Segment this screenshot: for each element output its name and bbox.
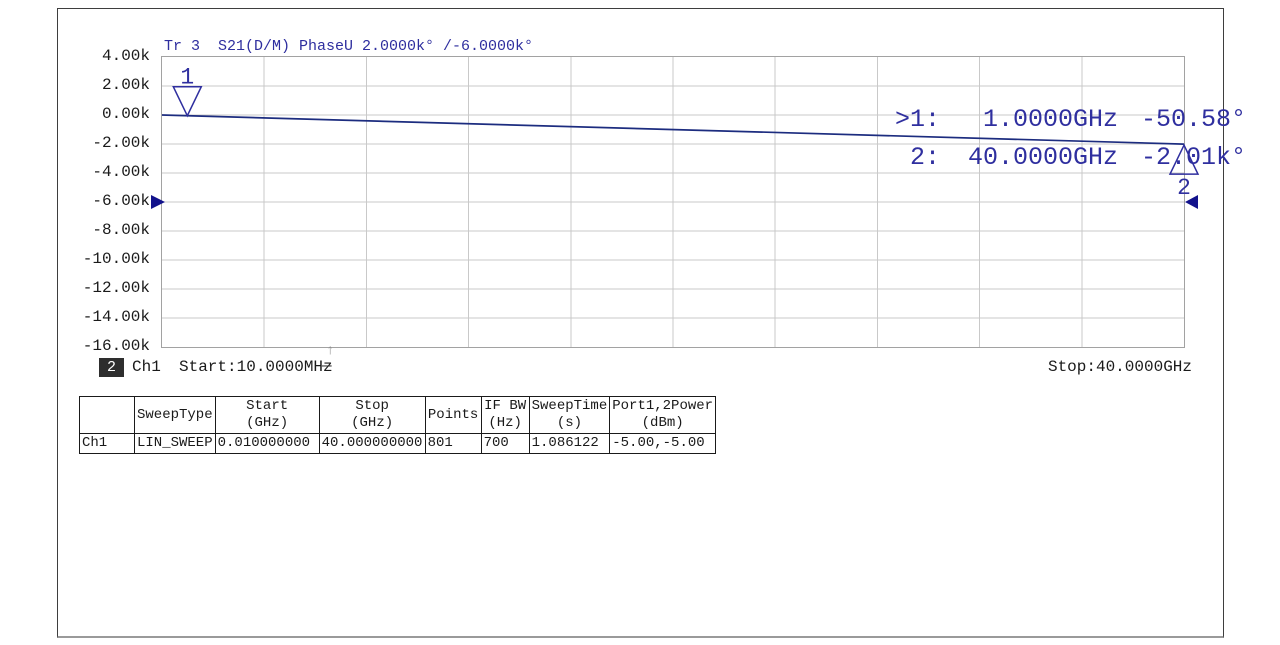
y-axis-label: -16.00k — [82, 337, 150, 355]
y-axis-label: 2.00k — [101, 76, 150, 94]
y-axis-label: 0.00k — [101, 105, 150, 123]
table-header-cell: Port1,2Power (dBm) — [609, 396, 717, 434]
table-header-cell: IF BW (Hz) — [480, 396, 530, 434]
marker-1-readout-label: >1: — [894, 105, 940, 134]
y-axis-label: -2.00k — [92, 134, 150, 152]
table-cell: 40.000000000 — [318, 433, 426, 454]
marker-1-number[interactable]: 1 — [180, 65, 194, 91]
table-header-cell: Points — [424, 396, 482, 434]
trace-line — [161, 114, 1185, 145]
y-axis-label: -4.00k — [92, 163, 150, 181]
y-axis-label: -12.00k — [82, 279, 150, 297]
y-axis-label: -14.00k — [82, 308, 150, 326]
table-header-cell: SweepTime (s) — [528, 396, 611, 434]
table-header-cell: Start (GHz) — [214, 396, 320, 434]
graticule-and-trace: 12 — [151, 57, 1200, 347]
trace-header[interactable]: Tr 3 S21(D/M) PhaseU 2.0000k° /-6.0000k° — [164, 38, 534, 55]
table-cell: LIN_SWEEP — [134, 433, 216, 454]
marker-2-readout-value: -2.01k° — [1140, 143, 1246, 172]
table-row: Ch1 LIN_SWEEP 0.010000000 40.000000000 801 70… — [79, 433, 717, 454]
marker-2-readout-freq: 40.0000GHz — [967, 143, 1118, 172]
table-cell: 801 — [424, 433, 482, 454]
marker-2-symbol[interactable] — [1168, 143, 1200, 175]
marker-2-number[interactable]: 2 — [1177, 175, 1191, 201]
ref-level-arrow-left — [151, 195, 165, 209]
sweep-settings-table: SweepType Start (GHz) Stop (GHz) Points IF BW(… — [79, 396, 717, 454]
y-axis-label: -6.00k — [92, 192, 150, 210]
y-axis-label: -10.00k — [82, 250, 150, 268]
table-cell: -5.00,-5.00 — [609, 433, 717, 454]
ref-level-arrow-right — [1185, 195, 1198, 209]
table-header-cell — [79, 396, 135, 434]
marker-2-readout-label: 2: — [909, 143, 940, 172]
instrument-window: Tr 3 S21(D/M) PhaseU 2.0000k° /-6.0000k°… — [57, 8, 1246, 638]
table-cell: Ch1 — [79, 433, 135, 454]
marker-1-readout-freq: 1.0000GHz — [982, 105, 1118, 134]
start-frequency-label: Start:10.0000MHz — [179, 358, 333, 376]
marker-1-symbol[interactable] — [172, 85, 203, 118]
sweep-position-arrow-icon: ↑ — [326, 343, 335, 359]
table-header-cell: SweepType — [134, 396, 216, 434]
y-axis-label: 4.00k — [101, 47, 150, 65]
table-cell: 700 — [480, 433, 530, 454]
stop-frequency-label: Stop:40.0000GHz — [1047, 358, 1192, 376]
table-header-cell: Stop (GHz) — [318, 396, 426, 434]
marker-1-readout-value: -50.58° — [1140, 105, 1246, 134]
channel-label: Ch1 — [132, 358, 161, 376]
y-axis-label: -8.00k — [92, 221, 150, 239]
sweep-indicator-icon: — — [322, 357, 332, 375]
table-cell: 1.086122 — [528, 433, 611, 454]
table-cell: 0.010000000 — [214, 433, 320, 454]
channel-badge[interactable]: 2 — [99, 358, 124, 377]
status-bar: 2 Ch1 Start:10.0000MHz ↑ — Stop:40.0000G… — [58, 343, 1223, 380]
